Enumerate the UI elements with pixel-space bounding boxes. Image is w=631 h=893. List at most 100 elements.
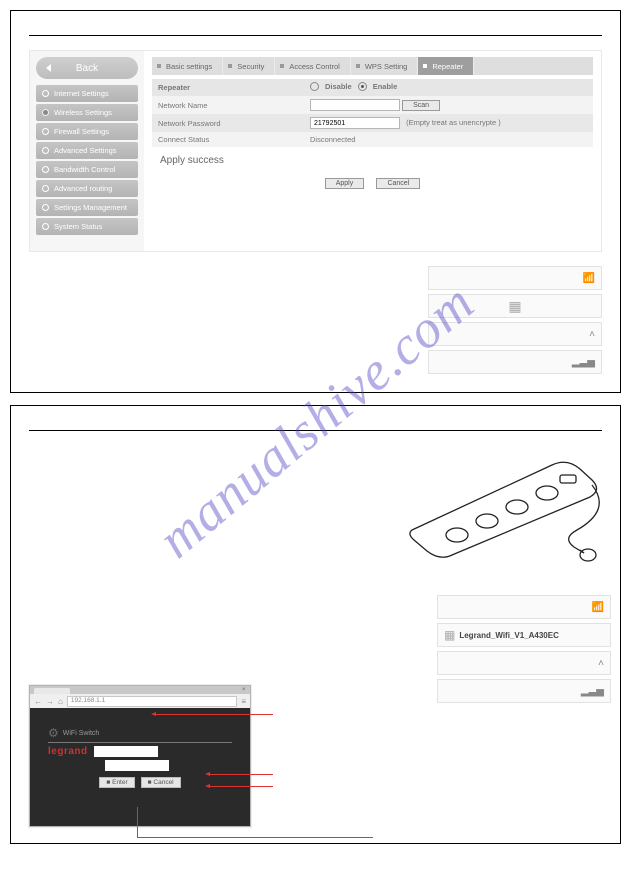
browser-tab[interactable] [34, 688, 70, 694]
wifi-popup-row-ssid[interactable]: ▦ Legrand_Wifi_V1_A430EC [437, 623, 611, 647]
tab-wps[interactable]: WPS Setting [351, 57, 419, 75]
sidebar-item-bandwidth[interactable]: Bandwidth Control [36, 161, 138, 178]
panel-2-content: 📶 ▦ Legrand_Wifi_V1_A430EC ˄ ▂▃▅ × [29, 445, 602, 825]
callout-arrow-address [155, 714, 273, 715]
sidebar-item-routing[interactable]: Advanced routing [36, 180, 138, 197]
sidebar-item-firewall[interactable]: Firewall Settings [36, 123, 138, 140]
wifi-ssid-label: Legrand_Wifi_V1_A430EC [459, 631, 559, 640]
wifi-tray-row-2[interactable]: ▦ [428, 294, 602, 318]
tab-label: Security [237, 62, 264, 71]
tab-label: Basic settings [166, 62, 212, 71]
panel-2: 📶 ▦ Legrand_Wifi_V1_A430EC ˄ ▂▃▅ × [10, 405, 621, 844]
login-page-title: WiFi Switch [63, 730, 100, 737]
nav-forward-icon[interactable]: → [46, 697, 54, 706]
repeater-label: Repeater [152, 79, 304, 96]
sidebar-item-settings-mgmt[interactable]: Settings Management [36, 199, 138, 216]
callout-arrow-password [209, 786, 273, 787]
password-input[interactable] [105, 760, 169, 771]
signal-bars-icon: ▂▃▅ [581, 686, 604, 697]
browser-titlebar: × [30, 686, 250, 694]
back-button[interactable]: Back [36, 57, 138, 79]
browser-address-bar: ← → ⌂ 192.168.1.1 ≡ [30, 694, 250, 708]
form-button-row: Apply Cancel [152, 178, 593, 189]
tab-access-control[interactable]: Access Control [275, 57, 350, 75]
sidebar-item-wireless[interactable]: Wireless Settings [36, 104, 138, 121]
radio-disable[interactable] [310, 82, 319, 91]
address-input[interactable]: 192.168.1.1 [67, 696, 237, 707]
network-name-input[interactable] [310, 99, 400, 111]
username-input[interactable] [94, 746, 158, 757]
home-icon[interactable]: ⌂ [58, 697, 63, 706]
wifi-popup-row-3[interactable]: ˄ [437, 651, 611, 675]
tab-basic[interactable]: Basic settings [152, 57, 223, 75]
panel-1: Back Internet Settings Wireless Settings… [10, 10, 621, 393]
network-password-label: Network Password [152, 114, 304, 132]
sidebar-item-advanced[interactable]: Advanced Settings [36, 142, 138, 159]
chevron-up-icon: ˄ [589, 329, 595, 340]
sidebar-item-label: Wireless Settings [54, 108, 112, 117]
tab-security[interactable]: Security [223, 57, 275, 75]
apply-success-text: Apply success [160, 155, 593, 166]
sidebar-item-internet[interactable]: Internet Settings [36, 85, 138, 102]
callout-arrow-username [209, 774, 273, 775]
scan-button[interactable]: Scan [402, 100, 440, 111]
wifi-tray-row-3[interactable]: ˄ [428, 322, 602, 346]
wifi-icon: 📶 [592, 602, 604, 613]
enter-button[interactable]: ■ Enter [99, 777, 134, 788]
sidebar-item-label: Bandwidth Control [54, 165, 115, 174]
sidebar-item-label: Firewall Settings [54, 127, 109, 136]
sidebar-item-label: Advanced routing [54, 184, 112, 193]
callout-arrow-enter-v [137, 807, 138, 837]
menu-icon[interactable]: ≡ [241, 697, 246, 706]
sidebar-item-label: Advanced Settings [54, 146, 117, 155]
repeater-radio-cell: Disable Enable [304, 79, 593, 96]
cancel-login-button[interactable]: ■ Cancel [141, 777, 181, 788]
radio-enable[interactable] [358, 82, 367, 91]
tab-label: Repeater [432, 62, 463, 71]
wifi-icon: 📶 [583, 273, 595, 284]
sidebar-item-label: Internet Settings [54, 89, 109, 98]
sidebar-item-label: Settings Management [54, 203, 127, 212]
sidebar-item-system-status[interactable]: System Status [36, 218, 138, 235]
radio-enable-label: Enable [373, 82, 398, 91]
panel-1-rule [29, 35, 602, 36]
tab-label: WPS Setting [365, 62, 408, 71]
radio-disable-label: Disable [325, 82, 352, 91]
password-hint: (Empty treat as unencrypte ) [406, 118, 501, 127]
sidebar-item-label: System Status [54, 222, 102, 231]
login-page-title-row: ⚙ WiFi Switch [48, 726, 232, 740]
wifi-tray-row-4[interactable]: ▂▃▅ [428, 350, 602, 374]
gear-icon: ⚙ [48, 726, 59, 740]
title-underline [48, 742, 232, 743]
router-admin-ui: Back Internet Settings Wireless Settings… [29, 50, 602, 252]
tab-label: Access Control [289, 62, 339, 71]
wifi-network-popup: 📶 ▦ Legrand_Wifi_V1_A430EC ˄ ▂▃▅ [437, 595, 602, 703]
legrand-logo: legrand [48, 746, 88, 757]
repeater-form-table: Repeater Disable Enable Network Name [152, 79, 593, 147]
signal-bars-icon: ▂▃▅ [572, 357, 595, 368]
callout-arrow-enter-h [137, 837, 373, 838]
router-thumb-icon: ▦ [444, 628, 455, 642]
sidebar: Back Internet Settings Wireless Settings… [30, 51, 144, 251]
router-thumb-icon: ▦ [508, 298, 521, 315]
chevron-up-icon: ˄ [598, 658, 604, 669]
tab-bar: Basic settings Security Access Control W… [152, 57, 593, 75]
network-name-label: Network Name [152, 96, 304, 114]
wifi-popup-row-1[interactable]: 📶 [437, 595, 611, 619]
login-page: ⚙ WiFi Switch legrand ■ Enter ■ Cancel [30, 708, 250, 826]
wifi-popup-row-4[interactable]: ▂▃▅ [437, 679, 611, 703]
nav-back-icon[interactable]: ← [34, 697, 42, 706]
browser-window: × ← → ⌂ 192.168.1.1 ≡ ⚙ WiFi Switch legr… [29, 685, 251, 827]
connect-status-value: Disconnected [304, 132, 593, 147]
panel-2-rule [29, 430, 602, 431]
apply-button[interactable]: Apply [325, 178, 365, 189]
window-close-icon[interactable]: × [242, 687, 248, 693]
tab-repeater[interactable]: Repeater [418, 57, 474, 75]
cancel-button[interactable]: Cancel [376, 178, 420, 189]
connect-status-label: Connect Status [152, 132, 304, 147]
wifi-tray: 📶 ▦ ˄ ▂▃▅ [29, 266, 602, 374]
network-password-input[interactable] [310, 117, 400, 129]
login-row-pass [105, 760, 232, 771]
cancel-button-label: Cancel [153, 779, 173, 786]
wifi-tray-row-1[interactable]: 📶 [428, 266, 602, 290]
